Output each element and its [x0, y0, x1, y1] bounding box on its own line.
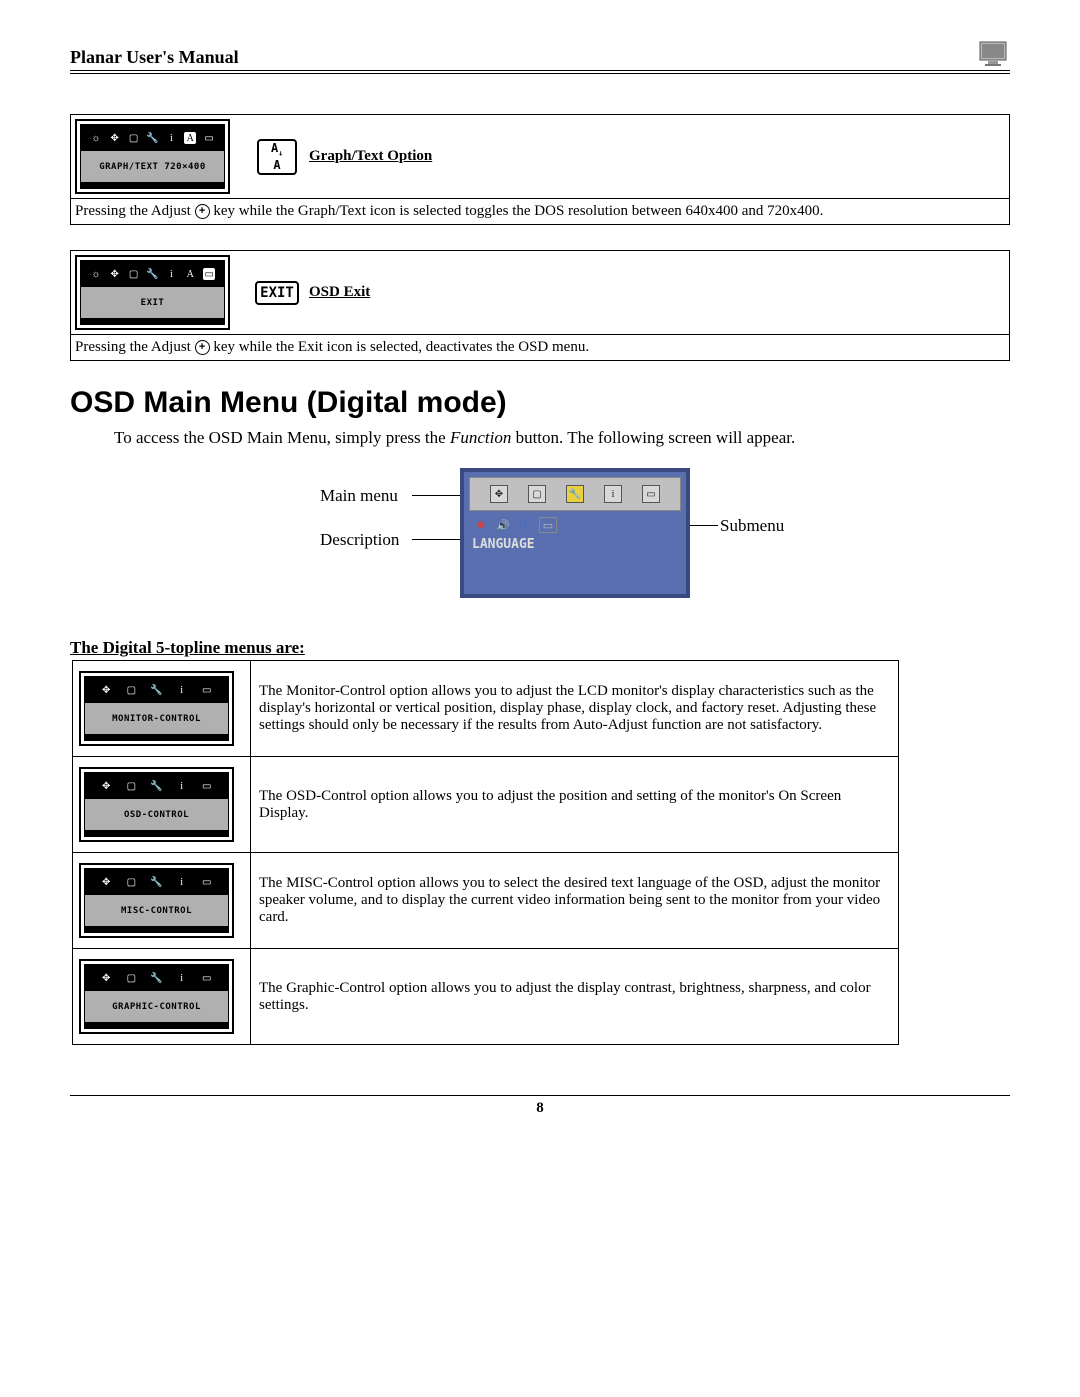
icon-info: i: [165, 268, 177, 280]
menu-panel-cell: ✥ ▢ 🔧 i ▭ OSD-CONTROL: [73, 757, 251, 853]
menu-description: The MISC-Control option allows you to se…: [251, 853, 899, 949]
icon-aa: A: [184, 268, 196, 280]
graph-text-title: Graph/Text Option: [309, 148, 432, 164]
menu-panel-cell: ✥ ▢ 🔧 i ▭ MONITOR-CONTROL: [73, 661, 251, 757]
manual-title: Planar User's Manual: [70, 47, 239, 68]
intro-text: To access the OSD Main Menu, simply pres…: [114, 428, 1010, 448]
osd-panel-label: GRAPH/TEXT 720×400: [81, 151, 224, 182]
icon-exit: ▭: [203, 268, 215, 280]
icon-move: ✥: [100, 780, 112, 792]
osd-panel-label: OSD-CONTROL: [85, 799, 228, 830]
osd-exit-description: Pressing the Adjust + key while the Exit…: [71, 335, 1010, 361]
label-main-menu: Main menu: [320, 486, 398, 506]
icon-wrench: 🔧: [150, 684, 162, 696]
icon-wrench: 🔧: [150, 780, 162, 792]
icon-wrench: 🔧: [147, 268, 159, 280]
osd-panel-menu: ✥ ▢ 🔧 i ▭ GRAPHIC-CONTROL: [79, 959, 234, 1034]
icon-wrench: 🔧: [147, 132, 159, 144]
icon-screen: ▢: [125, 876, 137, 888]
icon-move: ✥: [109, 268, 121, 280]
osd-panel-exit: ☼ ✥ ▢ 🔧 i A ▭ EXIT: [75, 255, 230, 330]
osd-panel-label: MISC-CONTROL: [85, 895, 228, 926]
menu-panel-cell: ✥ ▢ 🔧 i ▭ GRAPHIC-CONTROL: [73, 949, 251, 1045]
icon-move: ✥: [109, 132, 121, 144]
d-icon-info: i: [604, 485, 622, 503]
d-icon-move: ✥: [490, 485, 508, 503]
section-heading: OSD Main Menu (Digital mode): [70, 386, 1010, 420]
icon-exit: ▭: [201, 684, 213, 696]
menu-description: The OSD-Control option allows you to adj…: [251, 757, 899, 853]
icon-screen: ▢: [128, 268, 140, 280]
osd-panel-label: GRAPHIC-CONTROL: [85, 991, 228, 1022]
graph-text-option-box: ☼ ✥ ▢ 🔧 i A ▭ GRAPH/TEXT 720×400 A↓ A: [70, 114, 1010, 225]
icon-move: ✥: [100, 876, 112, 888]
d-sub-info-icon: ⓘ: [517, 518, 533, 532]
page-number: 8: [536, 1100, 544, 1116]
table-row: ✥ ▢ 🔧 i ▭ OSD-CONTROL The OSD-Control option a…: [73, 757, 899, 853]
subheading: The Digital 5-topline menus are:: [70, 638, 1010, 658]
icon-exit: ▭: [203, 132, 215, 144]
icon-sun: ☼: [90, 268, 102, 280]
osd-diagram: Main menu Description Submenu ✥ ▢ 🔧 i ▭ …: [240, 468, 840, 608]
topline-menus-table: ✥ ▢ 🔧 i ▭ MONITOR-CONTROL The Monitor-Control …: [72, 660, 899, 1045]
osd-digital-panel: ✥ ▢ 🔧 i ▭ ☻ 🔊 ⓘ ▭ LANGUAGE: [460, 468, 690, 598]
icon-sun: ☼: [90, 132, 102, 144]
icon-exit: ▭: [201, 972, 213, 984]
icon-info: i: [165, 132, 177, 144]
icon-move: ✥: [100, 684, 112, 696]
graph-text-description: Pressing the Adjust + key while the Grap…: [71, 199, 1010, 225]
page-footer: 8: [70, 1095, 1010, 1117]
icon-screen: ▢: [125, 780, 137, 792]
osd-panel-menu: ✥ ▢ 🔧 i ▭ MISC-CONTROL: [79, 863, 234, 938]
graphtext-icon: A↓ A: [257, 139, 297, 175]
page-header: Planar User's Manual: [70, 40, 1010, 74]
icon-info: i: [176, 684, 188, 696]
icon-info: i: [176, 780, 188, 792]
osd-panel-label: EXIT: [81, 287, 224, 318]
monitor-icon: [978, 40, 1010, 68]
icon-screen: ▢: [125, 972, 137, 984]
icon-exit: ▭: [201, 876, 213, 888]
d-sub-lang-icon: ☻: [473, 518, 489, 532]
icon-screen: ▢: [125, 684, 137, 696]
d-language-label: LANGUAGE: [472, 537, 686, 552]
icon-exit: ▭: [201, 780, 213, 792]
adjust-plus-icon: +: [195, 340, 210, 355]
osd-panel-label: MONITOR-CONTROL: [85, 703, 228, 734]
osd-exit-title: OSD Exit: [309, 284, 370, 300]
d-icon-wrench: 🔧: [566, 485, 584, 503]
adjust-plus-icon: +: [195, 204, 210, 219]
icon-aa: A: [184, 132, 196, 144]
exit-icon: EXIT: [255, 281, 299, 305]
icon-screen: ▢: [128, 132, 140, 144]
menu-description: The Graphic-Control option allows you to…: [251, 949, 899, 1045]
icon-move: ✥: [100, 972, 112, 984]
icon-wrench: 🔧: [150, 876, 162, 888]
d-sub-vol-icon: 🔊: [495, 518, 511, 532]
d-icon-exit: ▭: [642, 485, 660, 503]
table-row: ✥ ▢ 🔧 i ▭ MONITOR-CONTROL The Monitor-Control …: [73, 661, 899, 757]
icon-info: i: [176, 972, 188, 984]
menu-description: The Monitor-Control option allows you to…: [251, 661, 899, 757]
table-row: ✥ ▢ 🔧 i ▭ MISC-CONTROL The MISC-Control option…: [73, 853, 899, 949]
osd-panel-menu: ✥ ▢ 🔧 i ▭ OSD-CONTROL: [79, 767, 234, 842]
label-submenu: Submenu: [720, 516, 784, 536]
icon-wrench: 🔧: [150, 972, 162, 984]
d-icon-osd: ▢: [528, 485, 546, 503]
icon-info: i: [176, 876, 188, 888]
table-row: ✥ ▢ 🔧 i ▭ GRAPHIC-CONTROL The Graphic-Control …: [73, 949, 899, 1045]
osd-panel-menu: ✥ ▢ 🔧 i ▭ MONITOR-CONTROL: [79, 671, 234, 746]
d-sub-exit-icon: ▭: [539, 517, 557, 533]
osd-exit-option-box: ☼ ✥ ▢ 🔧 i A ▭ EXIT EXIT OSD Exit: [70, 250, 1010, 361]
osd-panel-graphtext: ☼ ✥ ▢ 🔧 i A ▭ GRAPH/TEXT 720×400: [75, 119, 230, 194]
menu-panel-cell: ✥ ▢ 🔧 i ▭ MISC-CONTROL: [73, 853, 251, 949]
label-description: Description: [320, 530, 399, 550]
